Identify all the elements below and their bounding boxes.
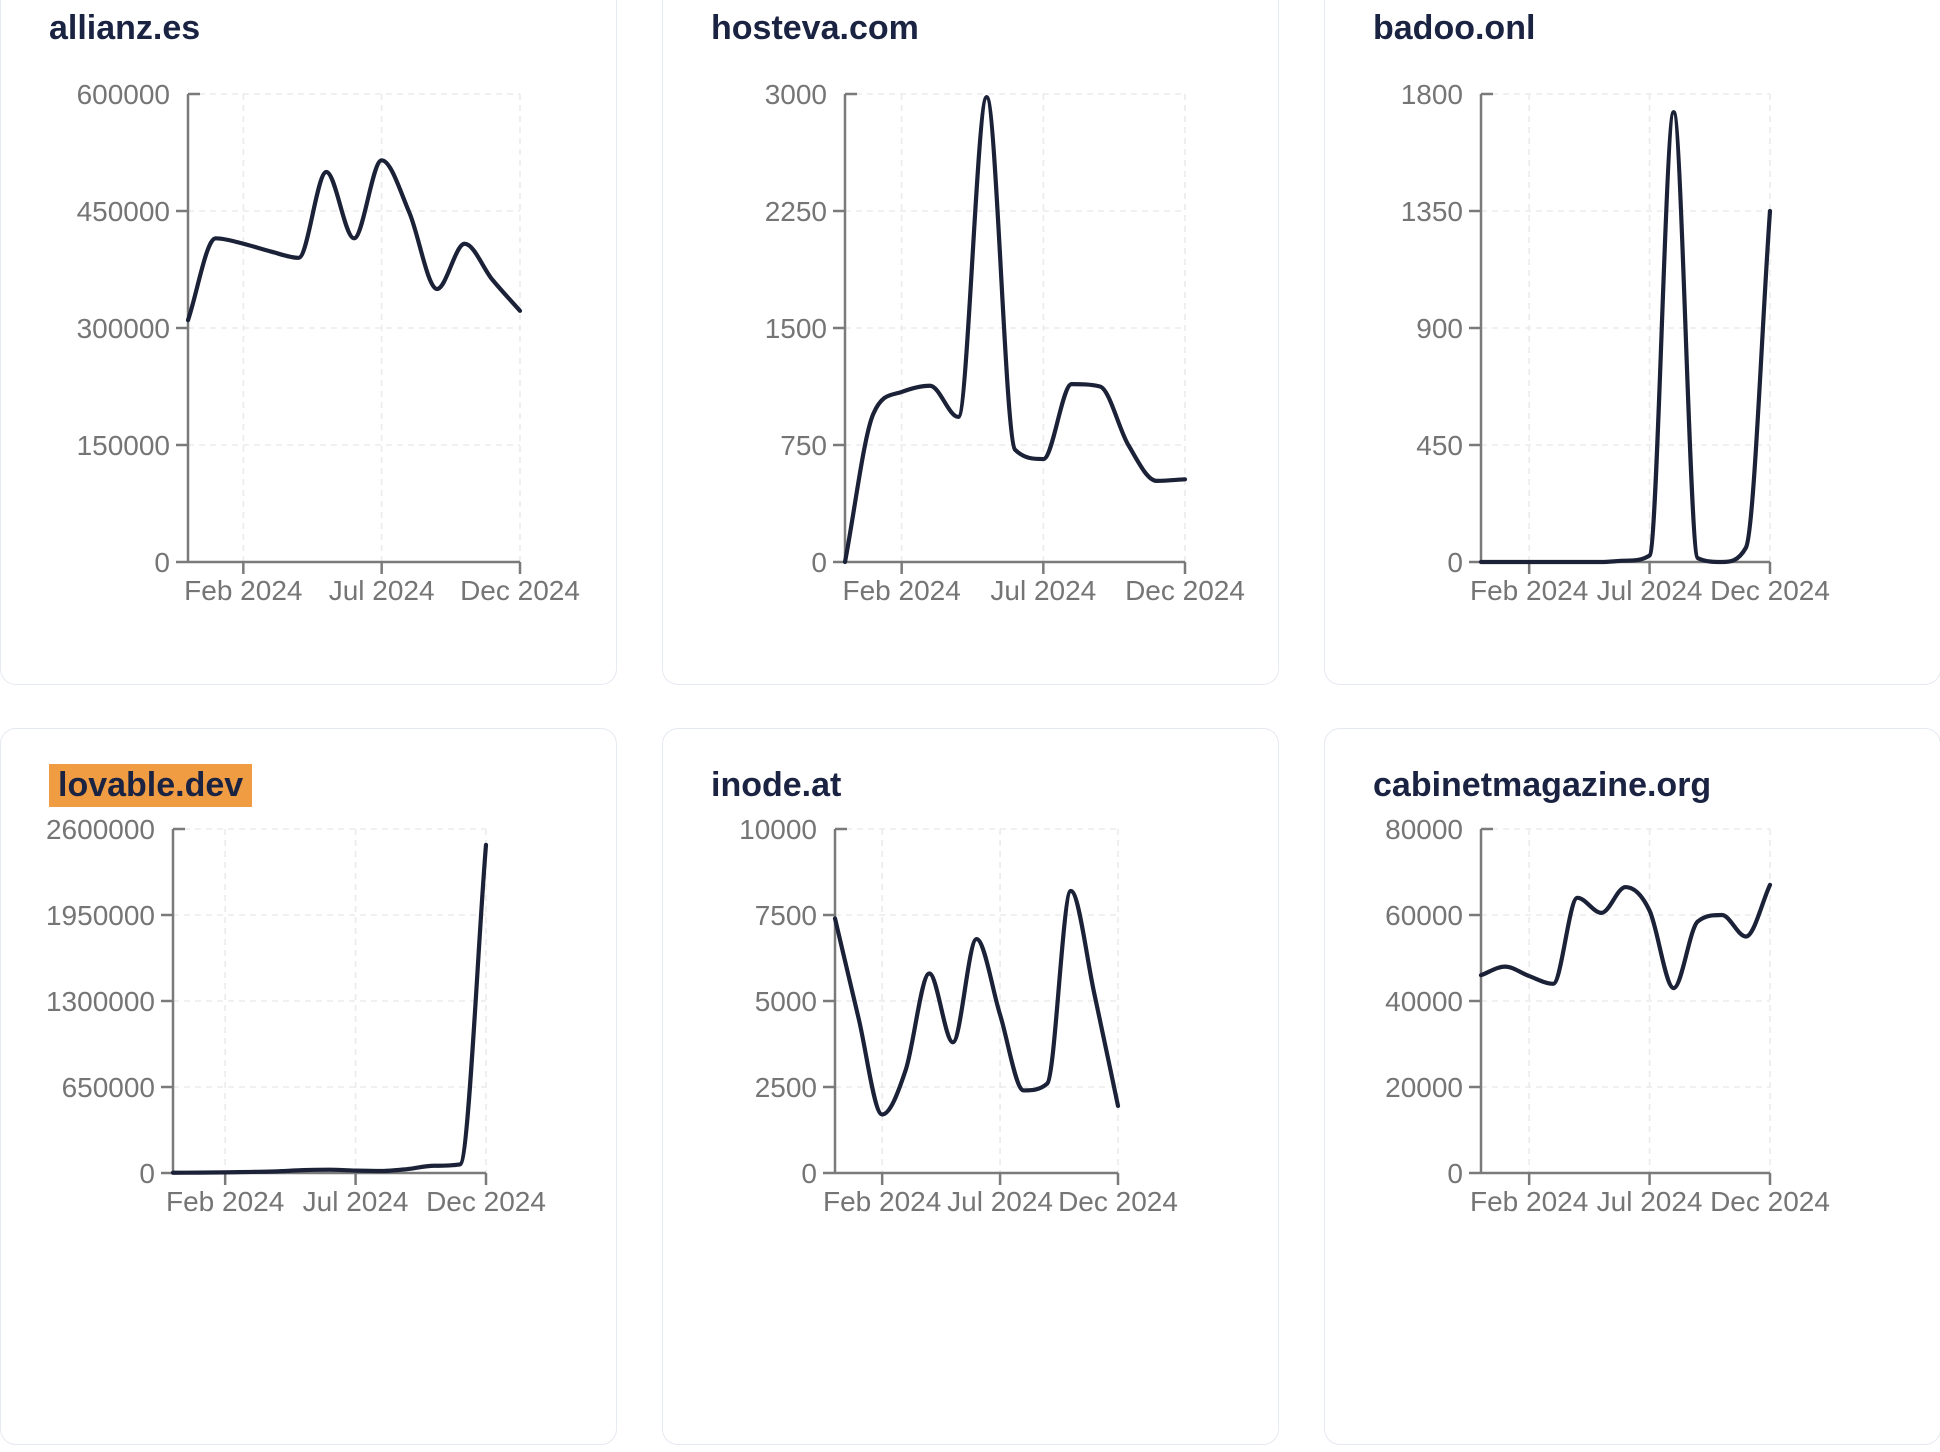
x-tick-label: Jul 2024 <box>990 575 1096 606</box>
line-chart: 0 150000 300000 450000 600000 Feb 2024 Jul 202… <box>77 79 580 606</box>
line-chart: 0 450 900 1350 1800 Feb 2024 Jul 2024 Dec 2024 <box>1401 79 1830 606</box>
y-tick-label: 300000 <box>77 313 170 344</box>
line-chart: 0 2500 5000 7500 10000 Feb 2024 Jul 2024 Dec 20… <box>739 814 1178 1217</box>
domain-name-label: inode.at <box>711 766 842 804</box>
domain-name-label: hosteva.com <box>711 9 919 47</box>
y-tick-label: 40000 <box>1385 986 1463 1017</box>
chart-card-cabinetmagazine.org: cabinetmagazine.org 0 20000 40000 60000 8000… <box>1324 728 1940 1445</box>
x-tick-label: Jul 2024 <box>329 575 435 606</box>
y-tick-label: 1500 <box>765 313 827 344</box>
y-tick-label: 2600000 <box>46 814 155 845</box>
series-line <box>832 888 1121 1117</box>
axes <box>161 827 488 1185</box>
x-tick-label: Dec 2024 <box>1125 575 1245 606</box>
chart-title: inode.at <box>711 766 842 804</box>
axes <box>1469 827 1772 1185</box>
chart-title: allianz.es <box>49 9 201 47</box>
x-tick-label: Dec 2024 <box>1710 1186 1830 1217</box>
y-tick-label: 0 <box>139 1158 155 1189</box>
y-tick-label: 0 <box>801 1158 817 1189</box>
y-tick-label: 60000 <box>1385 900 1463 931</box>
y-tick-label: 1300000 <box>46 986 155 1017</box>
x-tick-label: Jul 2024 <box>1597 1186 1703 1217</box>
chart-card-inode.at: inode.at 0 2500 5000 7500 10000 Feb 2024 Jul 2… <box>662 728 1279 1445</box>
line-chart: 0 650000 1300000 1950000 2600000 Feb 2024 Jul … <box>46 814 546 1217</box>
axes <box>1469 92 1772 574</box>
y-tick-label: 1800 <box>1401 79 1463 110</box>
x-tick-label: Jul 2024 <box>1597 575 1703 606</box>
gridlines <box>188 93 521 562</box>
gridlines <box>845 93 1186 562</box>
chart-card-hosteva.com: hosteva.com 0 750 1500 2250 3000 Feb 2024 Jul … <box>662 0 1279 685</box>
x-tick-label: Dec 2024 <box>1058 1186 1178 1217</box>
line-chart: 0 20000 40000 60000 80000 Feb 2024 Jul 2024 Dec… <box>1385 814 1830 1217</box>
chart-card-allianz.es: allianz.es 0 150000 300000 450000 600000 Feb … <box>0 0 617 685</box>
y-tick-label: 0 <box>1447 1158 1463 1189</box>
y-tick-label: 650000 <box>62 1072 155 1103</box>
x-tick-label: Feb 2024 <box>166 1186 284 1217</box>
x-tick-label: Feb 2024 <box>1470 1186 1588 1217</box>
y-tick-label: 5000 <box>755 986 817 1017</box>
y-tick-label: 0 <box>154 547 170 578</box>
x-tick-label: Dec 2024 <box>460 575 580 606</box>
y-tick-label: 750 <box>780 430 827 461</box>
series-line <box>170 842 489 1175</box>
x-tick-label: Feb 2024 <box>823 1186 941 1217</box>
y-tick-label: 7500 <box>755 900 817 931</box>
x-tick-label: Feb 2024 <box>1470 575 1588 606</box>
y-tick-label: 2500 <box>755 1072 817 1103</box>
y-tick-label: 10000 <box>739 814 817 845</box>
chart-title: badoo.onl <box>1373 9 1536 47</box>
chart-card-badoo.onl: badoo.onl 0 450 900 1350 1800 Feb 2024 Jul 202… <box>1324 0 1940 685</box>
x-tick-label: Feb 2024 <box>184 575 302 606</box>
y-tick-label: 0 <box>811 547 827 578</box>
line-chart: 0 750 1500 2250 3000 Feb 2024 Jul 2024 Dec 2024 <box>765 79 1245 606</box>
domain-name-label: badoo.onl <box>1373 9 1536 47</box>
series-line <box>842 95 1188 565</box>
chart-card-lovable.dev: lovable.dev 0 650000 1300000 1950000 2600000… <box>0 728 617 1445</box>
x-tick-label: Dec 2024 <box>1710 575 1830 606</box>
axes <box>823 827 1120 1185</box>
x-tick-label: Dec 2024 <box>426 1186 546 1217</box>
gridlines <box>1481 828 1771 1173</box>
y-tick-label: 0 <box>1447 547 1463 578</box>
gridlines <box>835 828 1119 1173</box>
domain-name-label: lovable.dev <box>49 764 253 807</box>
y-tick-label: 900 <box>1416 313 1463 344</box>
y-tick-label: 600000 <box>77 79 170 110</box>
y-tick-label: 1950000 <box>46 900 155 931</box>
chart-title: lovable.dev <box>49 764 253 807</box>
x-tick-label: Jul 2024 <box>947 1186 1053 1217</box>
y-tick-label: 20000 <box>1385 1072 1463 1103</box>
axes <box>833 92 1187 574</box>
y-tick-label: 1350 <box>1401 196 1463 227</box>
series-line <box>1478 882 1773 991</box>
chart-title: cabinetmagazine.org <box>1373 766 1712 804</box>
y-tick-label: 2250 <box>765 196 827 227</box>
y-tick-label: 450 <box>1416 430 1463 461</box>
gridlines <box>1481 93 1771 562</box>
series-line <box>1478 110 1773 565</box>
domain-name-label: allianz.es <box>49 9 201 47</box>
domain-name-label: cabinetmagazine.org <box>1373 766 1712 804</box>
y-tick-label: 80000 <box>1385 814 1463 845</box>
y-tick-label: 450000 <box>77 196 170 227</box>
x-tick-label: Feb 2024 <box>843 575 961 606</box>
axes <box>176 92 522 574</box>
series-line <box>185 158 523 323</box>
y-tick-label: 3000 <box>765 79 827 110</box>
y-tick-label: 150000 <box>77 430 170 461</box>
gridlines <box>173 828 487 1173</box>
x-tick-label: Jul 2024 <box>303 1186 409 1217</box>
chart-title: hosteva.com <box>711 9 919 47</box>
